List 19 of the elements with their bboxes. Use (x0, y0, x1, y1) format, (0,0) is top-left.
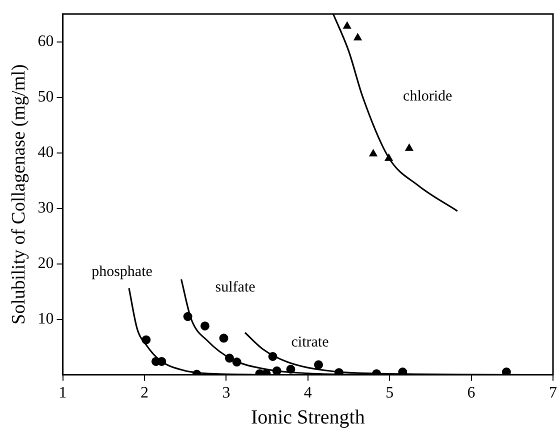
y-tick-label: 10 (38, 310, 54, 328)
text: chloride (403, 88, 453, 105)
series-label: citrate (291, 334, 330, 351)
y-tick-label: 40 (38, 144, 54, 161)
x-tick-label: 4 (304, 384, 312, 402)
x-tick-label: 1 (58, 384, 67, 402)
x-axis-title: Ionic Strength (250, 406, 365, 428)
x-tick-label: 3 (222, 384, 230, 402)
y-tick-label: 20 (38, 254, 54, 272)
x-tick-label: 7 (549, 384, 557, 402)
x-tick-label: 5 (386, 384, 394, 402)
y-tick-label: 50 (38, 88, 54, 106)
series-label: sulfate (215, 279, 256, 296)
y-axis-title: Solubility of Collagenase (mg/ml) (8, 64, 30, 324)
series-label: phosphate (92, 264, 153, 280)
y-tick-label: 60 (38, 32, 54, 50)
y-tick-label: 30 (38, 199, 54, 216)
x-tick-label: 6 (467, 384, 476, 402)
x-tick-label: 2 (140, 384, 148, 402)
